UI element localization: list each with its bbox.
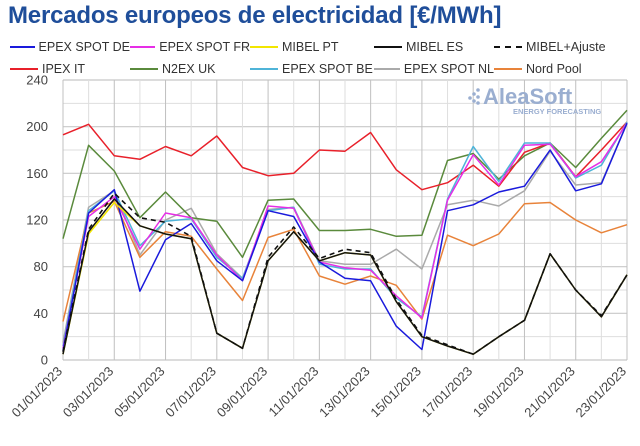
y-tick-label: 120 [26, 213, 48, 228]
legend: EPEX SPOT DE EPEX SPOT FR MIBEL PT MIBEL ES… [10, 36, 635, 80]
y-tick-label: 200 [26, 119, 48, 134]
x-tick-label: 01/01/2023 [8, 364, 65, 421]
legend-swatch [250, 46, 278, 48]
chart-title: Mercados europeos de electricidad [€/MWh… [8, 2, 502, 29]
x-tick-label: 07/01/2023 [162, 364, 219, 421]
legend-swatch [374, 68, 400, 70]
legend-label: IPEX IT [42, 62, 86, 76]
legend-item: IPEX IT [10, 62, 130, 76]
legend-label: EPEX SPOT BE [282, 62, 373, 76]
legend-item: EPEX SPOT DE [10, 40, 130, 54]
x-tick-label: 19/01/2023 [470, 364, 527, 421]
series-line-nord-pool [62, 200, 628, 322]
legend-label: Nord Pool [526, 62, 582, 76]
x-tick-label: 23/01/2023 [572, 364, 629, 421]
watermark-dot [468, 96, 472, 100]
watermark-logo [468, 88, 480, 105]
series-line-epex-spot-be [62, 121, 628, 347]
x-tick-label: 21/01/2023 [521, 364, 578, 421]
legend-item: N2EX UK [130, 62, 250, 76]
series-line-epex-spot-fr [62, 122, 628, 349]
x-tick-label: 09/01/2023 [214, 364, 271, 421]
watermark-dot [472, 99, 476, 103]
legend-item: EPEX SPOT FR [130, 40, 250, 54]
watermark-dot [472, 92, 476, 96]
series-line-epex-spot-de [62, 122, 628, 351]
series-line-ipex-it [62, 121, 628, 191]
legend-label: EPEX SPOT DE [38, 40, 130, 54]
legend-row-2: IPEX IT N2EX UK EPEX SPOT BE EPEX SPOT NL No… [10, 58, 635, 80]
legend-item: MIBEL PT [250, 40, 374, 54]
legend-item: Nord Pool [494, 62, 624, 76]
y-tick-label: 0 [41, 353, 48, 368]
legend-swatch [10, 46, 35, 48]
legend-label: MIBEL+Ajuste [526, 40, 606, 54]
legend-swatch [130, 68, 158, 70]
legend-item: EPEX SPOT NL [374, 62, 494, 76]
legend-item: EPEX SPOT BE [250, 62, 374, 76]
legend-item: MIBEL+Ajuste [494, 40, 624, 54]
legend-swatch [130, 46, 156, 48]
y-tick-label: 40 [34, 306, 48, 321]
legend-label: N2EX UK [162, 62, 216, 76]
watermark-dot [476, 101, 480, 105]
x-tick-label: 05/01/2023 [111, 364, 168, 421]
legend-label: EPEX SPOT NL [403, 62, 494, 76]
legend-label: MIBEL ES [406, 40, 464, 54]
legend-swatch [374, 46, 402, 48]
legend-item: MIBEL ES [374, 40, 494, 54]
legend-swatch [494, 68, 522, 70]
watermark-dot [476, 95, 480, 99]
x-tick-label: 11/01/2023 [266, 364, 322, 420]
x-tick-label: 13/01/2023 [316, 364, 373, 421]
legend-swatch [250, 68, 278, 70]
legend-label: EPEX SPOT FR [159, 40, 250, 54]
series-line-mibel-es [62, 198, 628, 355]
y-tick-label: 80 [34, 259, 48, 274]
y-tick-label: 240 [26, 73, 48, 88]
watermark-dot [476, 88, 480, 92]
watermark-brand: AleaSoft [483, 84, 573, 109]
legend-swatch [494, 46, 522, 48]
x-tick-label: 17/01/2023 [419, 364, 476, 421]
watermark-tagline: ENERGY FORECASTING [513, 107, 601, 116]
legend-row-1: EPEX SPOT DE EPEX SPOT FR MIBEL PT MIBEL ES… [10, 36, 635, 58]
x-tick-label: 03/01/2023 [60, 364, 117, 421]
legend-swatch [10, 68, 38, 70]
legend-label: MIBEL PT [282, 40, 339, 54]
x-tick-label: 15/01/2023 [367, 364, 424, 421]
series-line-n2ex-uk [62, 109, 628, 259]
y-tick-label: 160 [26, 166, 48, 181]
